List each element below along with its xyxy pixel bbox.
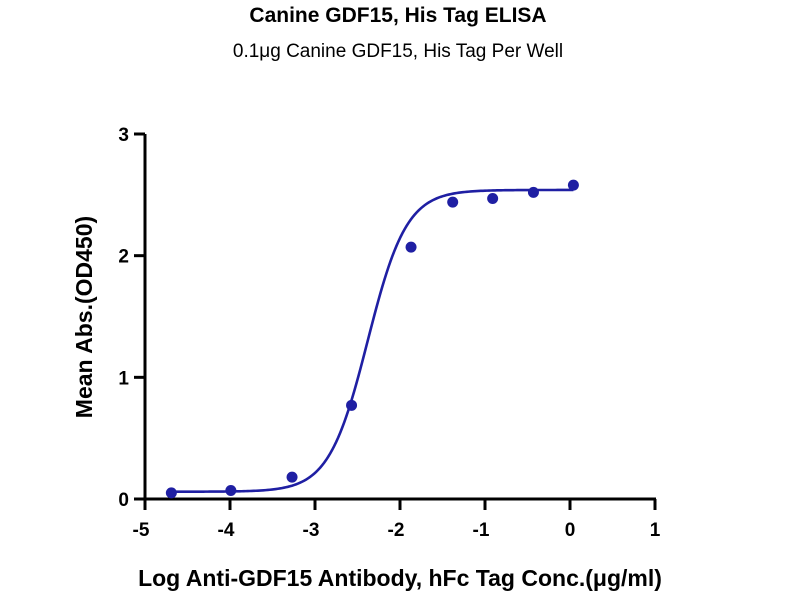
data-point [165,487,177,499]
data-point [567,179,579,191]
y-tick-label: 3 [118,125,129,146]
x-tick-label: -3 [303,520,320,541]
x-ticks: -5 -4 -3 -2 -1 0 1 [133,499,661,541]
data-point [346,399,358,411]
x-tick-label: -5 [133,520,150,541]
x-tick-label: -4 [218,520,235,541]
data-point [527,186,539,198]
chart-subtitle: 0.1μg Canine GDF15, His Tag Per Well [233,41,563,62]
y-tick-label: 0 [118,490,129,511]
x-axis-label: Log Anti-GDF15 Antibody, hFc Tag Conc.(μ… [138,565,662,591]
chart-title: Canine GDF15, His Tag ELISA [249,4,546,27]
data-point [225,484,237,496]
y-ticks: 0 1 2 3 [118,125,145,511]
x-tick-label: 1 [650,520,661,541]
fit-curve [171,188,574,493]
y-axis-label: Mean Abs.(OD450) [71,216,97,418]
x-tick-label: 0 [565,520,576,541]
data-point [487,192,499,204]
y-tick-label: 2 [118,247,129,268]
data-point [405,241,417,253]
data-point [447,196,459,208]
y-tick-label: 1 [118,368,129,389]
data-point [286,471,298,483]
x-tick-label: -2 [388,520,405,541]
x-tick-label: -1 [473,520,490,541]
data-points [165,179,579,499]
